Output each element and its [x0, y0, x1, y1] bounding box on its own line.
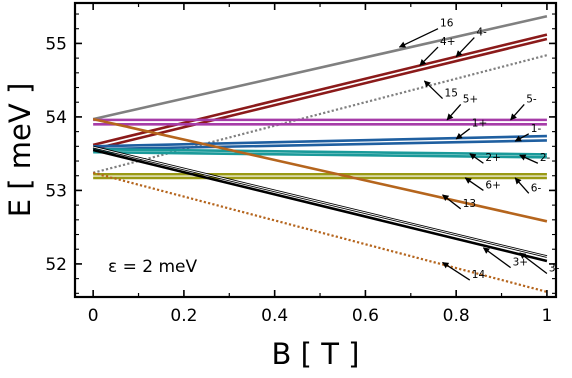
- x-tick-label-2: 0.4: [261, 306, 288, 326]
- label-arrow-14: [442, 261, 471, 281]
- label-text-15: 15: [445, 88, 458, 100]
- series-line-13: [92, 117, 548, 223]
- x-tick-label-4: 0.8: [443, 306, 470, 326]
- label-text-13: 13: [463, 198, 476, 210]
- label-arrow-1-: [514, 133, 530, 142]
- label-arrow-16: [398, 28, 439, 48]
- tick-layer: 0 0.2 0.4 0.6 0.8 1 52 53 54 55: [45, 3, 556, 326]
- label-text-16: 16: [440, 18, 454, 30]
- x-tick-label-0: 0: [88, 306, 99, 326]
- label-arrow-3-: [519, 252, 548, 274]
- series-line-4+: [92, 33, 548, 147]
- x-tick-label-1: 0.2: [170, 306, 197, 326]
- series-line-15: [92, 54, 548, 174]
- label-text-14: 14: [472, 269, 486, 281]
- label-text-2+: 2+: [485, 152, 500, 164]
- label-arrow-1+: [455, 128, 471, 140]
- x-tick-label-5: 1: [542, 306, 553, 326]
- label-text-4-: 4-: [476, 27, 487, 39]
- label-arrow-3+: [482, 247, 512, 269]
- series-line-16: [92, 14, 548, 121]
- label-arrow-4+: [419, 46, 439, 66]
- label-text-4+: 4+: [440, 36, 455, 48]
- label-arrow-6-: [514, 177, 530, 194]
- epsilon-annotation: ε = 2 meV: [108, 257, 197, 277]
- y-tick-label-3: 55: [45, 34, 67, 54]
- y-axis-title: E [ meV ]: [3, 83, 37, 218]
- annotation-layer: 16 4+ 4- 15 5+ 5- 1+ 1- 2+ 2- 6+ 6- 13 3+ 3- 14: [398, 18, 560, 281]
- label-text-5+: 5+: [463, 93, 478, 105]
- label-arrow-5+: [446, 104, 462, 121]
- label-arrow-5-: [510, 104, 525, 121]
- label-arrow-2-: [519, 154, 539, 164]
- y-tick-label-1: 53: [45, 181, 67, 201]
- label-arrow-2+: [469, 153, 484, 164]
- x-tick-label-3: 0.6: [352, 306, 379, 326]
- label-arrow-4-: [455, 37, 475, 58]
- y-tick-label-2: 54: [45, 108, 67, 128]
- label-text-6+: 6+: [485, 179, 500, 191]
- label-text-2-: 2-: [540, 152, 551, 164]
- label-text-3+: 3+: [513, 257, 528, 269]
- label-text-5-: 5-: [526, 93, 537, 105]
- label-arrow-6+: [464, 177, 484, 191]
- series-line-1+: [93, 134, 547, 148]
- series-layer: [92, 14, 548, 293]
- label-text-1-: 1-: [531, 123, 542, 135]
- series-line-14: [92, 171, 548, 293]
- label-text-6-: 6-: [531, 182, 542, 194]
- plot-frame: [73, 1, 558, 299]
- label-arrow-15: [423, 80, 444, 100]
- series-line-1-: [93, 139, 547, 151]
- label-arrow-13: [442, 194, 462, 210]
- label-text-1+: 1+: [472, 118, 487, 130]
- x-axis-title: B [ T ]: [272, 337, 360, 371]
- y-tick-label-0: 52: [45, 255, 67, 275]
- label-text-3-: 3-: [549, 262, 560, 274]
- series-line-3-: [92, 148, 548, 263]
- series-line-4-: [92, 37, 548, 151]
- series-line-gap-3+: [93, 146, 548, 258]
